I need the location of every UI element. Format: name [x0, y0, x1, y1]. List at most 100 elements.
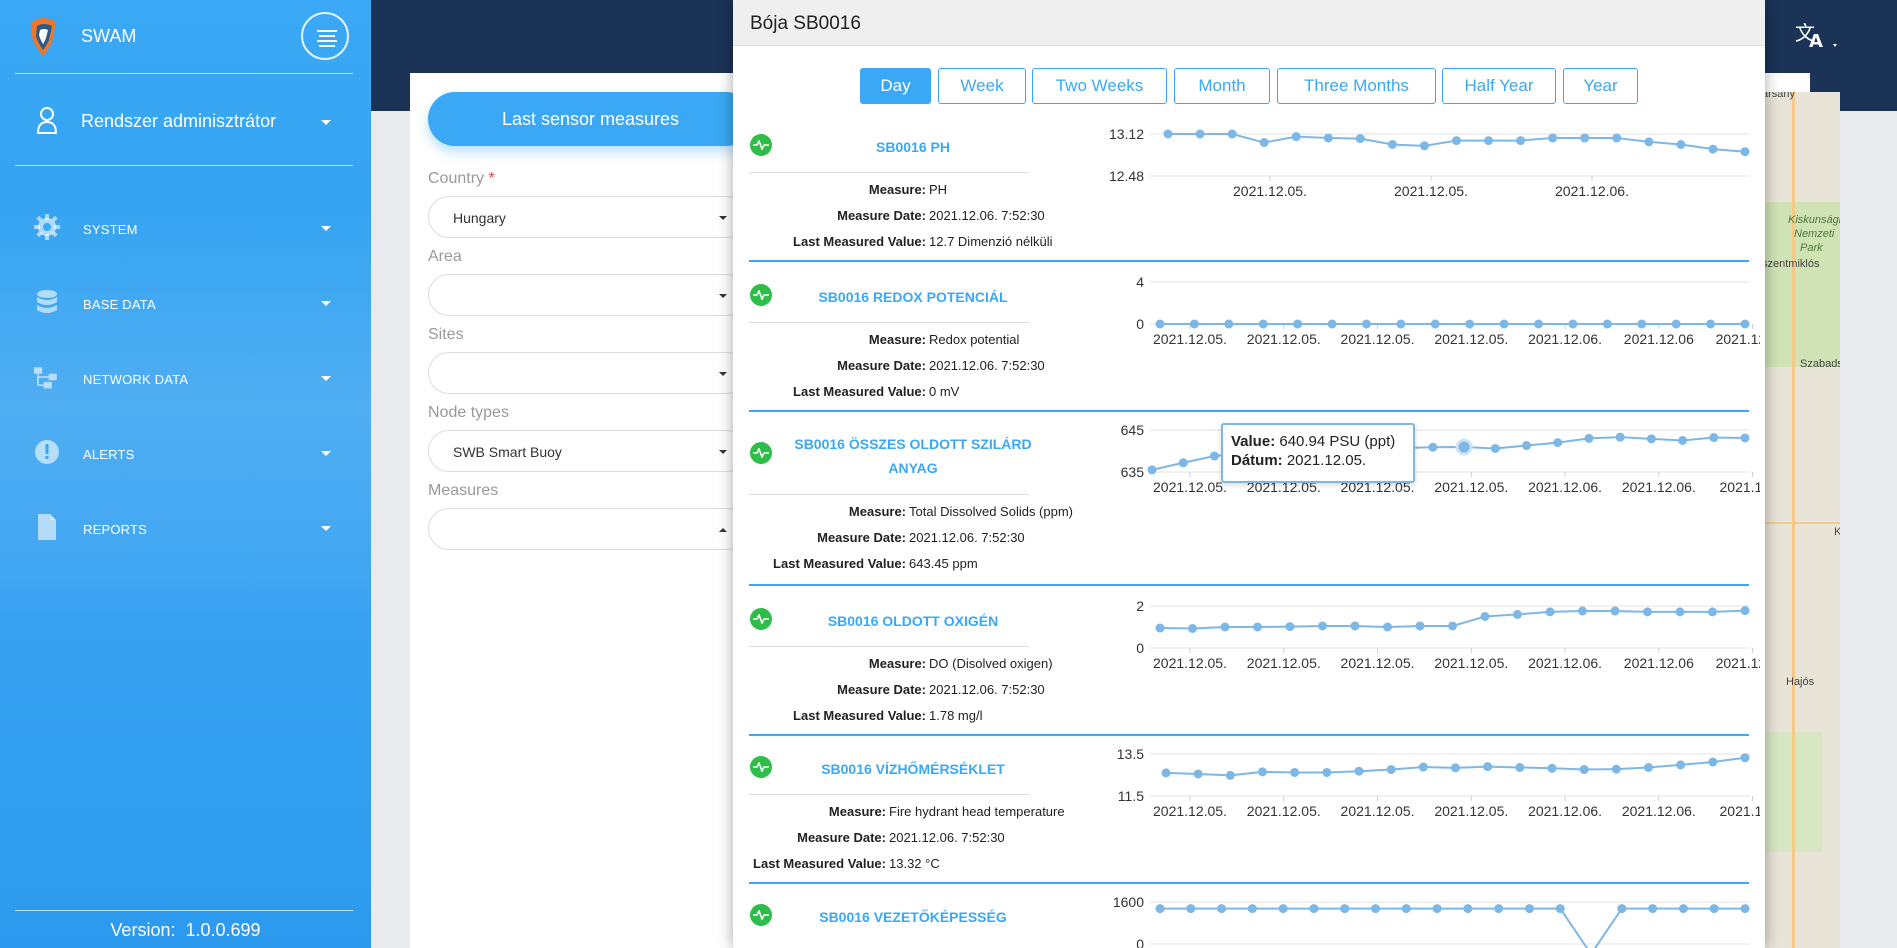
data-point[interactable]: [1678, 436, 1688, 445]
data-point[interactable]: [1548, 133, 1558, 143]
data-point[interactable]: [1186, 904, 1196, 914]
data-point[interactable]: [1513, 609, 1522, 619]
sidebar-item-alerts[interactable]: ALERTS: [0, 433, 371, 473]
data-point[interactable]: [1671, 319, 1681, 329]
user-menu[interactable]: Rendszer adminisztrátor: [0, 100, 371, 144]
data-point[interactable]: [1193, 769, 1203, 779]
data-point[interactable]: [1483, 762, 1493, 772]
data-point[interactable]: [1318, 621, 1327, 631]
data-point[interactable]: [1430, 319, 1440, 329]
data-point[interactable]: [1224, 319, 1234, 329]
data-point[interactable]: [1584, 433, 1594, 443]
data-point[interactable]: [1428, 442, 1438, 452]
data-point[interactable]: [1708, 144, 1718, 154]
data-point[interactable]: [1258, 767, 1267, 777]
data-point[interactable]: [1676, 140, 1686, 149]
data-point[interactable]: [1611, 764, 1621, 774]
data-point[interactable]: [1361, 319, 1371, 329]
data-point[interactable]: [1708, 757, 1718, 767]
data-point[interactable]: [1195, 129, 1205, 139]
data-point[interactable]: [1617, 904, 1627, 914]
data-point[interactable]: [1285, 622, 1295, 632]
data-point[interactable]: [1524, 904, 1534, 914]
period-two-weeks-button[interactable]: Two Weeks: [1032, 68, 1167, 104]
map-view[interactable]: arsány Kiskunsági Nemzeti Park szentmikl…: [1762, 92, 1840, 948]
data-point[interactable]: [1278, 904, 1288, 914]
data-point[interactable]: [1293, 319, 1303, 329]
data-point[interactable]: [1209, 451, 1219, 461]
period-three-months-button[interactable]: Three Months: [1277, 68, 1436, 104]
data-point[interactable]: [1740, 606, 1750, 616]
data-point[interactable]: [1643, 607, 1652, 617]
data-point[interactable]: [1740, 319, 1750, 329]
data-point[interactable]: [1602, 319, 1612, 329]
sidebar-item-network-data[interactable]: NETWORK DATA: [0, 358, 371, 398]
data-point[interactable]: [1401, 904, 1411, 914]
data-point[interactable]: [1555, 904, 1565, 914]
data-point[interactable]: [1547, 763, 1557, 773]
data-point[interactable]: [1522, 441, 1532, 451]
sensor-chart[interactable]: 4 0 2021.12.05. 2021.12.05. 2021.12.05. 2021.…: [1100, 272, 1760, 352]
data-point[interactable]: [1648, 904, 1658, 914]
data-point[interactable]: [1612, 133, 1622, 143]
data-point[interactable]: [1708, 607, 1717, 617]
sites-select[interactable]: [428, 352, 748, 394]
data-point[interactable]: [1253, 622, 1262, 632]
data-point[interactable]: [1452, 136, 1461, 146]
data-point[interactable]: [1740, 753, 1750, 763]
sidebar-item-base-data[interactable]: BASE DATA: [0, 283, 371, 323]
sensor-chart[interactable]: 13.5 11.5 2021.12.05. 2021.12.05. 2021.12.05…: [1100, 744, 1760, 824]
data-point[interactable]: [1516, 136, 1526, 146]
data-point[interactable]: [1432, 904, 1442, 914]
data-point[interactable]: [1259, 138, 1269, 148]
data-point[interactable]: [1545, 607, 1555, 617]
data-point[interactable]: [1258, 319, 1268, 329]
data-point[interactable]: [1740, 147, 1750, 157]
node-types-select[interactable]: SWB Smart Buoy: [428, 430, 748, 472]
period-week-button[interactable]: Week: [938, 68, 1026, 104]
menu-toggle-button[interactable]: [301, 12, 349, 60]
data-point[interactable]: [1646, 434, 1656, 444]
data-point[interactable]: [1161, 768, 1171, 778]
data-point[interactable]: [1155, 319, 1165, 329]
data-point[interactable]: [1494, 904, 1504, 914]
data-point[interactable]: [1484, 136, 1494, 146]
data-point[interactable]: [1675, 607, 1685, 617]
sensor-title[interactable]: SB0016 VÍZHŐMÉRSÉKLET: [821, 761, 1005, 777]
data-point[interactable]: [1463, 904, 1473, 914]
data-point[interactable]: [1387, 140, 1397, 149]
data-point[interactable]: [1418, 762, 1428, 772]
data-point[interactable]: [1290, 767, 1300, 777]
data-point[interactable]: [1637, 319, 1647, 329]
data-point[interactable]: [1455, 438, 1473, 456]
data-point[interactable]: [1553, 438, 1563, 448]
data-point[interactable]: [1155, 904, 1165, 914]
data-point[interactable]: [1610, 606, 1620, 616]
sensor-title[interactable]: SB0016 OLDOTT OXIGÉN: [827, 613, 999, 629]
measures-select[interactable]: [428, 508, 748, 550]
data-point[interactable]: [1189, 319, 1199, 329]
data-point[interactable]: [1371, 904, 1381, 914]
data-point[interactable]: [1163, 129, 1173, 139]
sensor-title[interactable]: SB0016 REDOX POTENCIÁL: [818, 289, 1008, 305]
sensor-title[interactable]: SB0016 VEZETŐKÉPESSÉG: [819, 909, 1007, 925]
data-point[interactable]: [1220, 622, 1230, 632]
data-point[interactable]: [1383, 622, 1392, 632]
data-point[interactable]: [1644, 137, 1654, 147]
last-sensor-measures-button[interactable]: Last sensor measures: [428, 92, 753, 146]
data-point[interactable]: [1309, 904, 1319, 914]
data-point[interactable]: [1615, 432, 1625, 442]
data-point[interactable]: [1415, 621, 1425, 631]
data-point[interactable]: [1578, 606, 1587, 616]
sidebar-item-system[interactable]: SYSTEM: [0, 208, 371, 248]
data-point[interactable]: [1178, 458, 1188, 468]
data-point[interactable]: [1147, 465, 1157, 475]
period-day-button[interactable]: Day: [860, 68, 931, 104]
sidebar-item-reports[interactable]: REPORTS: [0, 508, 371, 548]
data-point[interactable]: [1740, 904, 1750, 914]
data-point[interactable]: [1579, 765, 1589, 775]
data-point[interactable]: [1515, 762, 1525, 772]
sensor-chart[interactable]: 645 635 2021.12.05. 2021.12.05. 2021.12.05. 2…: [1100, 420, 1760, 500]
data-point[interactable]: [1490, 443, 1500, 453]
data-point[interactable]: [1676, 760, 1686, 770]
